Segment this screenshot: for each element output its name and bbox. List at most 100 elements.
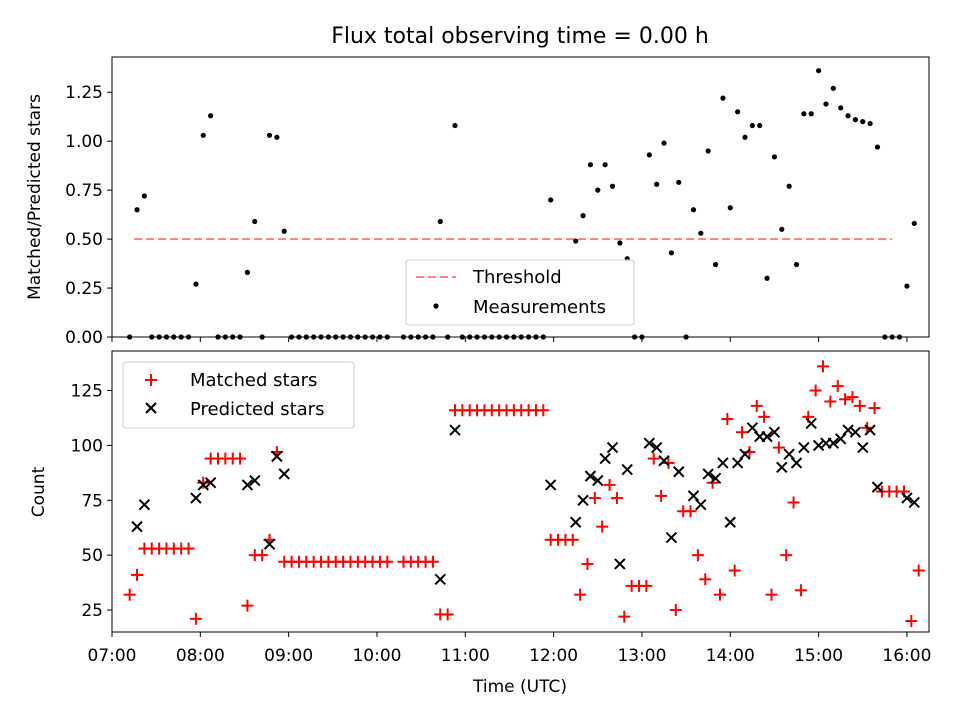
matched-star-point: [721, 413, 734, 426]
top-y-tick-label: 1.25: [65, 83, 103, 103]
measurements-legend-swatch: [433, 303, 439, 309]
predicted-star-point: [278, 468, 290, 480]
top-y-axis-label: Matched/Predicted stars: [25, 94, 45, 300]
measurement-point: [779, 226, 785, 232]
predicted-star-point: [643, 437, 656, 449]
predicted-star-point: [768, 426, 781, 438]
bottom-legend: Matched stars Predicted stars: [122, 361, 355, 429]
top-axes-frame: [111, 56, 930, 338]
measurement-point: [274, 134, 280, 140]
measurement-point: [845, 113, 851, 119]
matched-star-point: [441, 608, 454, 621]
predicted-star-point: [190, 492, 202, 504]
measurement-point: [727, 205, 733, 211]
bottom-x-tick-label: 11:00: [441, 646, 490, 666]
measurement-point: [134, 207, 140, 213]
matched-star-point: [846, 391, 859, 404]
measurement-point: [548, 197, 554, 203]
top-y-tick-label: 0.25: [65, 279, 103, 299]
predicted-star-point: [695, 498, 707, 511]
predicted-star-point: [798, 441, 810, 454]
matched-star-point: [736, 426, 749, 439]
measurement-point: [801, 111, 807, 117]
measurement-point: [141, 193, 147, 199]
measurement-point: [904, 283, 910, 289]
top-y-tick-label: 0.50: [65, 230, 103, 250]
predicted-star-point: [271, 450, 283, 463]
predicted-star-point: [614, 558, 626, 570]
measurement-point: [735, 109, 741, 115]
predicted-star-point: [263, 538, 276, 550]
measurement-point: [602, 162, 608, 168]
predicted-star-point: [827, 437, 840, 449]
measurement-point: [808, 111, 814, 117]
matched-star-point: [640, 579, 653, 592]
bottom-x-tick-label: 13:00: [617, 646, 666, 666]
bottom-y-tick-label: 100: [71, 436, 103, 456]
predicted-star-point: [569, 516, 582, 528]
matched-star-point: [758, 410, 771, 423]
measurement-point: [720, 95, 726, 101]
matched-star-point: [794, 584, 807, 597]
predicted-star-point: [702, 468, 714, 480]
measurement-point: [749, 122, 755, 129]
matched-star-point: [574, 588, 587, 601]
predicted-star-point: [658, 455, 670, 467]
matched-star-point: [684, 505, 697, 518]
measurement-point: [580, 213, 586, 219]
measurement-point: [193, 281, 199, 287]
predicted-star-point: [783, 448, 795, 460]
predicted-star-point: [908, 496, 920, 509]
predicted-star-point: [849, 426, 862, 438]
matched-star-point: [765, 588, 778, 601]
matched-star-point: [780, 549, 793, 562]
predicted-star-point: [577, 494, 589, 506]
measurement-point: [764, 275, 770, 281]
predicted-star-point: [197, 479, 209, 491]
bottom-y-tick-label: 25: [81, 601, 103, 621]
measurement-point: [208, 113, 214, 119]
predicted-star-point: [805, 417, 817, 430]
matched-star-point: [699, 573, 712, 586]
matched-star-point: [662, 456, 675, 469]
bottom-x-tick-label: 16:00: [882, 646, 931, 666]
bottom-x-tick-label: 15:00: [794, 646, 843, 666]
predicted-star-point: [790, 457, 803, 469]
predicted-star-point: [606, 441, 619, 454]
predicted-star-point: [776, 461, 788, 474]
bottom-plot-area: [123, 360, 925, 628]
predicted-star-point: [834, 433, 847, 445]
matched-star-point: [537, 404, 550, 417]
predicted-star-point: [241, 479, 254, 491]
matched-star-point: [182, 542, 195, 555]
measurement-point: [661, 140, 667, 146]
predicted-star-point: [761, 430, 773, 443]
matched-star-point: [750, 399, 763, 412]
predicted-star-point: [131, 520, 143, 533]
measurement-point: [587, 162, 594, 168]
matched-star-point: [610, 492, 623, 505]
predicted-stars-legend-label: Predicted stars: [190, 399, 324, 420]
measurement-point: [705, 148, 711, 154]
measurement-point: [823, 101, 829, 107]
matched-star-point: [787, 496, 800, 509]
matched-star-point: [256, 549, 269, 562]
matched-star-point: [618, 610, 631, 623]
measurement-point: [712, 261, 719, 268]
threshold-legend-label: Threshold: [472, 267, 562, 288]
measurement-point: [830, 85, 836, 91]
matched-star-point: [241, 599, 254, 612]
matched-star-point: [123, 588, 136, 601]
measurement-point: [698, 230, 704, 236]
measurement-point: [860, 119, 866, 125]
measurement-point: [815, 68, 822, 74]
predicted-star-point: [584, 470, 597, 482]
measurement-point: [874, 144, 881, 150]
measurement-point: [911, 220, 917, 227]
predicted-stars-legend-swatch: [145, 402, 157, 414]
measurement-point: [838, 105, 844, 111]
bottom-y-tick-label: 50: [81, 546, 103, 566]
matched-star-point: [831, 380, 844, 393]
